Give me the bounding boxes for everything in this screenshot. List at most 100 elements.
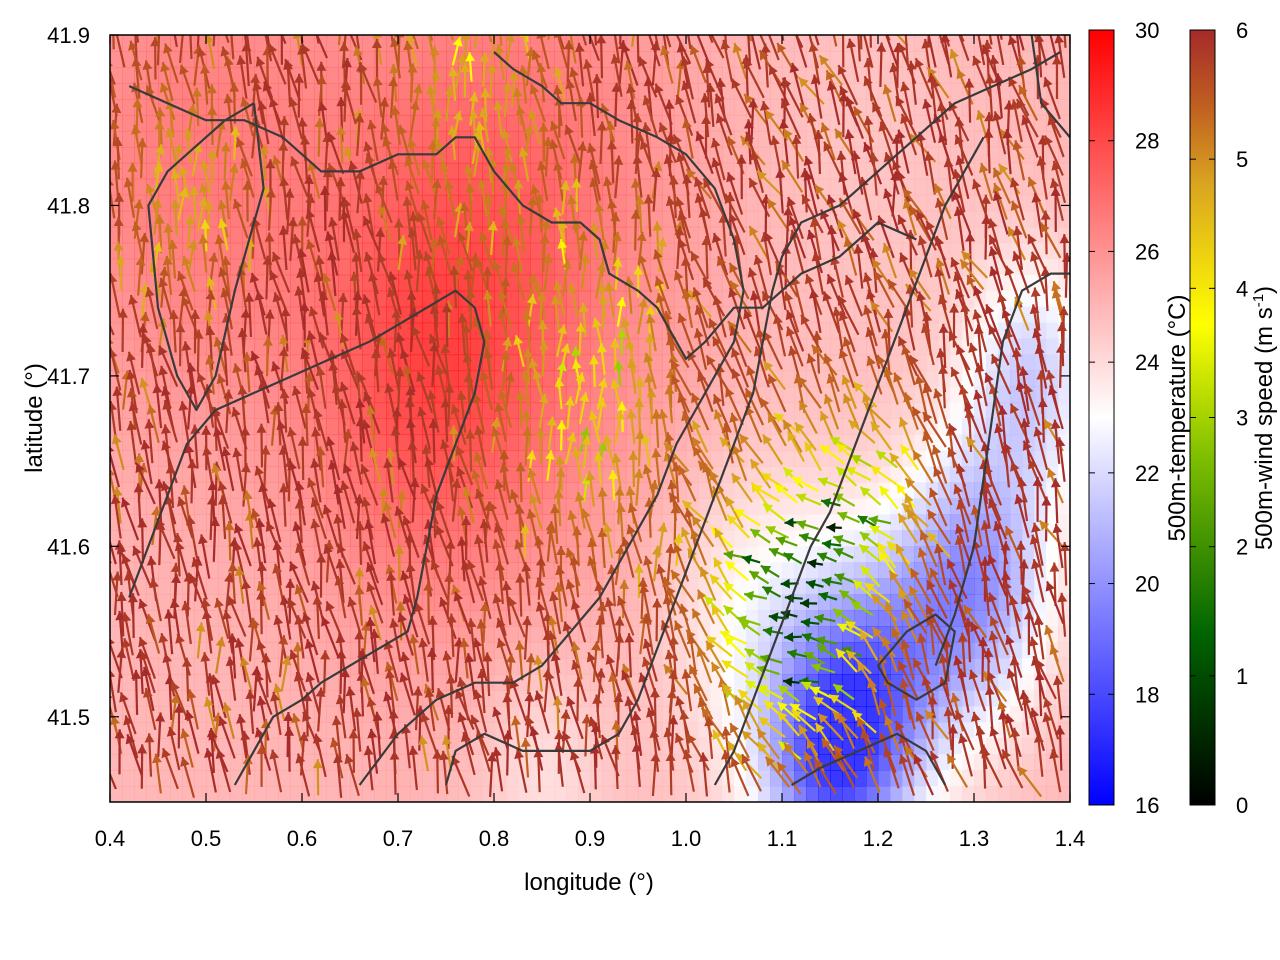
- heatmap-cell: [398, 98, 411, 116]
- heatmap-cell: [602, 418, 615, 436]
- wind-arrow-head: [825, 6, 835, 16]
- heatmap-cell: [398, 770, 411, 787]
- heatmap-cell: [530, 258, 543, 276]
- heatmap-cell: [1022, 338, 1035, 356]
- wind-arrow-head: [1017, 2, 1026, 12]
- wind-arrow-head: [308, 17, 317, 27]
- heatmap-cell: [602, 66, 615, 84]
- heatmap-cell: [470, 50, 483, 68]
- wind-arrow-head: [129, 0, 139, 9]
- heatmap-cell: [878, 434, 891, 452]
- heatmap-cell: [722, 98, 735, 116]
- heatmap-cell: [566, 786, 579, 802]
- heatmap-cell: [662, 530, 675, 547]
- wind-arrow-head: [871, 0, 880, 10]
- heatmap-cell: [626, 578, 639, 595]
- heatmap-cell: [926, 274, 939, 292]
- heatmap-cell: [782, 178, 795, 196]
- wind-arrow-head: [372, 35, 383, 39]
- heatmap-cell: [326, 786, 339, 802]
- heatmap-cell: [326, 98, 339, 116]
- wind-arrow-head: [609, 21, 619, 31]
- wind-arrow-head: [771, 0, 781, 8]
- wind-arrow-head: [582, 20, 591, 30]
- heatmap-cell: [782, 450, 795, 468]
- heatmap-cell: [290, 338, 303, 356]
- wind-arrow-head: [494, 8, 504, 17]
- wind-arrow-head: [952, 19, 961, 29]
- heatmap-cell: [830, 114, 843, 132]
- heatmap-cell: [938, 66, 951, 84]
- heatmap-cell: [122, 66, 135, 84]
- heatmap-cell: [854, 194, 867, 212]
- heatmap-cell: [854, 82, 867, 100]
- heatmap-cell: [590, 130, 603, 148]
- heatmap-cell: [326, 114, 339, 132]
- heatmap-cell: [578, 354, 591, 372]
- heatmap-cell: [398, 706, 411, 723]
- wind-arrow-head: [838, 24, 848, 33]
- heatmap-cell: [374, 530, 387, 547]
- heatmap-cell: [290, 322, 303, 340]
- wind-arrow-head: [691, 20, 700, 30]
- heatmap-cell: [302, 530, 315, 547]
- wind-arrow-head: [1043, 16, 1053, 26]
- heatmap-cell: [626, 290, 639, 308]
- heatmap-cell: [650, 146, 663, 164]
- heatmap-cell: [398, 50, 411, 68]
- heatmap-cell: [914, 98, 927, 116]
- wind-arrow-head: [1009, 7, 1019, 17]
- heatmap-cell: [362, 82, 375, 100]
- heatmap-cell: [422, 770, 435, 787]
- wind-arrow-head: [130, 20, 140, 29]
- heatmap-cell: [854, 498, 867, 515]
- heatmap-cell: [734, 98, 747, 116]
- heatmap-cell: [230, 498, 243, 515]
- heatmap-cell: [326, 66, 339, 84]
- heatmap-cell: [902, 530, 915, 547]
- wind-arrow-head: [881, 35, 883, 36]
- heatmap-cell: [602, 626, 615, 643]
- wind-arrow-head: [865, 4, 875, 13]
- heatmap-cell: [218, 674, 231, 691]
- heatmap-cell: [818, 82, 831, 100]
- heatmap-cell: [410, 514, 423, 531]
- heatmap-cell: [1058, 210, 1070, 228]
- heatmap-cell: [890, 306, 903, 324]
- wind-arrow-head: [420, 2, 430, 12]
- heatmap-cell: [182, 546, 195, 563]
- heatmap-cell: [542, 482, 555, 499]
- heatmap-cell: [242, 786, 255, 802]
- heatmap-cell: [122, 98, 135, 116]
- wind-arrow-head: [242, 21, 252, 31]
- heatmap-cell: [770, 98, 783, 116]
- wind-arrow-head: [883, 19, 893, 29]
- heatmap-cell: [578, 194, 591, 212]
- heatmap-cell: [398, 66, 411, 84]
- heatmap-cell: [782, 562, 795, 579]
- heatmap-cell: [338, 258, 351, 276]
- heatmap-cell: [914, 114, 927, 132]
- heatmap-cell: [650, 66, 663, 84]
- heatmap-cell: [1046, 322, 1059, 340]
- wind-arrow-head: [259, 18, 269, 28]
- wind-arrow-head: [1058, 4, 1068, 13]
- heatmap-cell: [626, 226, 639, 244]
- heatmap-cell: [518, 786, 531, 802]
- wind-arrow-head: [108, 7, 118, 16]
- heatmap-cell: [770, 786, 783, 802]
- heatmap-cell: [998, 786, 1011, 802]
- heatmap-cell: [146, 770, 159, 787]
- heatmap-cell: [854, 338, 867, 356]
- heatmap-cell: [206, 786, 219, 802]
- heatmap-cell: [842, 786, 855, 802]
- heatmap-cell: [122, 786, 135, 802]
- heatmap-cell: [506, 290, 519, 308]
- wind-arrow-shaft: [1033, 35, 1038, 40]
- heatmap-cell: [950, 35, 963, 52]
- wind-arrow-head: [394, 35, 405, 38]
- wind-arrow-head: [791, 25, 801, 35]
- heatmap-cell: [890, 114, 903, 132]
- heatmap-cell: [314, 786, 327, 802]
- heatmap-cell: [506, 98, 519, 116]
